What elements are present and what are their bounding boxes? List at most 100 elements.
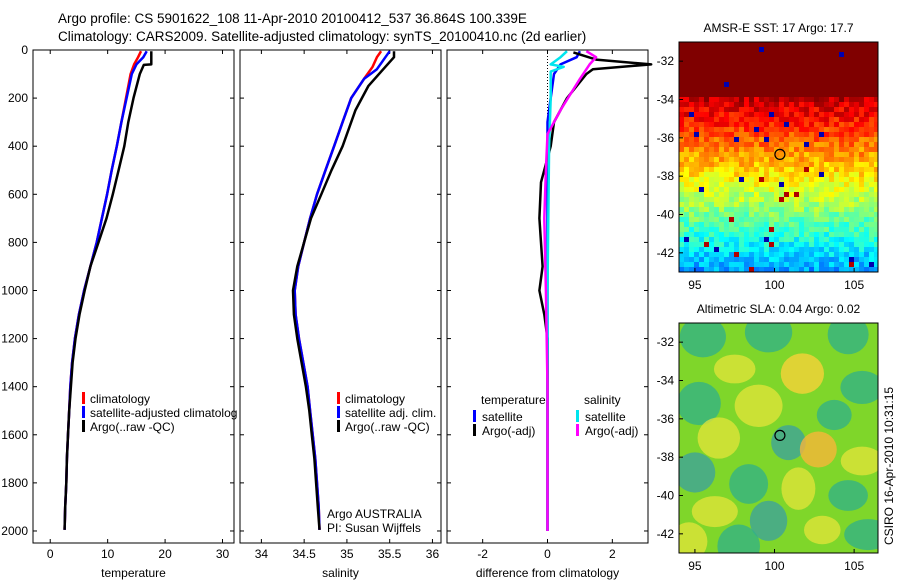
heatmap-cell bbox=[774, 227, 779, 232]
heatmap-cell bbox=[829, 197, 834, 202]
heatmap-cell bbox=[709, 182, 714, 187]
heatmap-cell bbox=[804, 237, 809, 242]
heatmap-cell bbox=[694, 92, 699, 97]
heatmap-cell bbox=[824, 57, 829, 62]
heatmap-cell bbox=[804, 257, 809, 262]
heatmap-cell bbox=[864, 77, 869, 82]
heatmap-cell bbox=[679, 217, 684, 222]
heatmap-cell bbox=[864, 177, 869, 182]
heatmap-cell bbox=[779, 202, 784, 207]
heatmap-cell bbox=[779, 112, 784, 117]
heatmap-cell bbox=[699, 172, 704, 177]
heatmap-cell bbox=[749, 152, 754, 157]
heatmap-cell bbox=[859, 242, 864, 247]
heatmap-cell bbox=[709, 137, 714, 142]
heatmap-cell bbox=[819, 267, 824, 272]
heatmap-cell bbox=[684, 202, 689, 207]
heatmap-cell bbox=[849, 97, 854, 102]
heatmap-cell bbox=[799, 177, 804, 182]
heatmap-cell bbox=[869, 82, 874, 87]
heatmap-cell bbox=[779, 262, 784, 267]
heatmap-cell bbox=[699, 97, 704, 102]
heatmap-cell bbox=[824, 232, 829, 237]
heatmap-cell bbox=[739, 242, 744, 247]
heatmap-cell bbox=[874, 77, 878, 82]
heatmap-cell bbox=[784, 132, 789, 137]
heatmap-cell bbox=[804, 87, 809, 92]
y-tick-label: 1200 bbox=[1, 332, 28, 346]
heatmap-cell bbox=[804, 262, 809, 267]
heatmap-cell bbox=[834, 97, 839, 102]
heatmap-cell bbox=[834, 102, 839, 107]
heatmap-cell bbox=[714, 247, 719, 252]
heatmap-cell bbox=[849, 257, 854, 262]
heatmap-cell bbox=[789, 82, 794, 87]
heatmap-cell bbox=[734, 92, 739, 97]
heatmap-cell bbox=[839, 177, 844, 182]
heatmap-cell bbox=[684, 42, 689, 47]
heatmap-cell bbox=[819, 192, 824, 197]
heatmap-cell bbox=[769, 102, 774, 107]
heatmap-cell bbox=[729, 177, 734, 182]
heatmap-cell bbox=[774, 262, 779, 267]
heatmap-cell bbox=[689, 162, 694, 167]
heatmap-cell bbox=[714, 242, 719, 247]
heatmap-cell bbox=[774, 157, 779, 162]
legend-swatch bbox=[337, 392, 340, 404]
heatmap-cell bbox=[679, 47, 684, 52]
heatmap-cell bbox=[799, 42, 804, 47]
heatmap-cell bbox=[839, 42, 844, 47]
x-tick-label: 34 bbox=[255, 547, 269, 561]
heatmap-cell bbox=[679, 237, 684, 242]
heatmap-cell bbox=[734, 127, 739, 132]
heatmap-cell bbox=[854, 77, 859, 82]
heatmap-cell bbox=[809, 157, 814, 162]
heatmap-cell bbox=[854, 172, 859, 177]
heatmap-cell bbox=[814, 137, 819, 142]
x-tick-label: 2 bbox=[609, 547, 616, 561]
heatmap-cell bbox=[769, 157, 774, 162]
heatmap-cell bbox=[749, 207, 754, 212]
heatmap-cell bbox=[824, 142, 829, 147]
heatmap-cell bbox=[869, 267, 874, 272]
heatmap-cell bbox=[789, 227, 794, 232]
heatmap-cell bbox=[769, 187, 774, 192]
heatmap-cell bbox=[864, 117, 869, 122]
heatmap-cell bbox=[739, 142, 744, 147]
heatmap-cell bbox=[829, 267, 834, 272]
heatmap-cell bbox=[769, 227, 774, 232]
heatmap-cell bbox=[834, 172, 839, 177]
heatmap-cell bbox=[744, 42, 749, 47]
heatmap-cell bbox=[724, 147, 729, 152]
heatmap-cell bbox=[694, 262, 699, 267]
heatmap-cell bbox=[684, 117, 689, 122]
heatmap-cell bbox=[764, 127, 769, 132]
heatmap-cell bbox=[714, 92, 719, 97]
heatmap-cell bbox=[844, 187, 849, 192]
y-tick-label: -40 bbox=[657, 489, 675, 503]
heatmap-cell bbox=[804, 197, 809, 202]
heatmap-cell bbox=[874, 127, 878, 132]
heatmap-cell bbox=[824, 187, 829, 192]
heatmap-cell bbox=[854, 42, 859, 47]
heatmap-cell bbox=[854, 122, 859, 127]
heatmap-cell bbox=[874, 167, 878, 172]
heatmap-cell bbox=[729, 117, 734, 122]
heatmap-cell bbox=[839, 222, 844, 227]
heatmap-cell bbox=[759, 182, 764, 187]
heatmap-cell bbox=[874, 62, 878, 67]
heatmap-cell bbox=[754, 232, 759, 237]
heatmap-cell bbox=[719, 157, 724, 162]
heatmap-cell bbox=[689, 217, 694, 222]
heatmap-cell bbox=[719, 172, 724, 177]
heatmap-cell bbox=[719, 122, 724, 127]
heatmap-cell bbox=[744, 147, 749, 152]
heatmap-cell bbox=[689, 207, 694, 212]
heatmap-cell bbox=[679, 252, 684, 257]
heatmap-cell bbox=[844, 217, 849, 222]
heatmap-cell bbox=[864, 162, 869, 167]
x-tick-label: 105 bbox=[844, 278, 864, 292]
heatmap-cell bbox=[869, 232, 874, 237]
heatmap-cell bbox=[754, 147, 759, 152]
heatmap-cell bbox=[679, 42, 684, 47]
